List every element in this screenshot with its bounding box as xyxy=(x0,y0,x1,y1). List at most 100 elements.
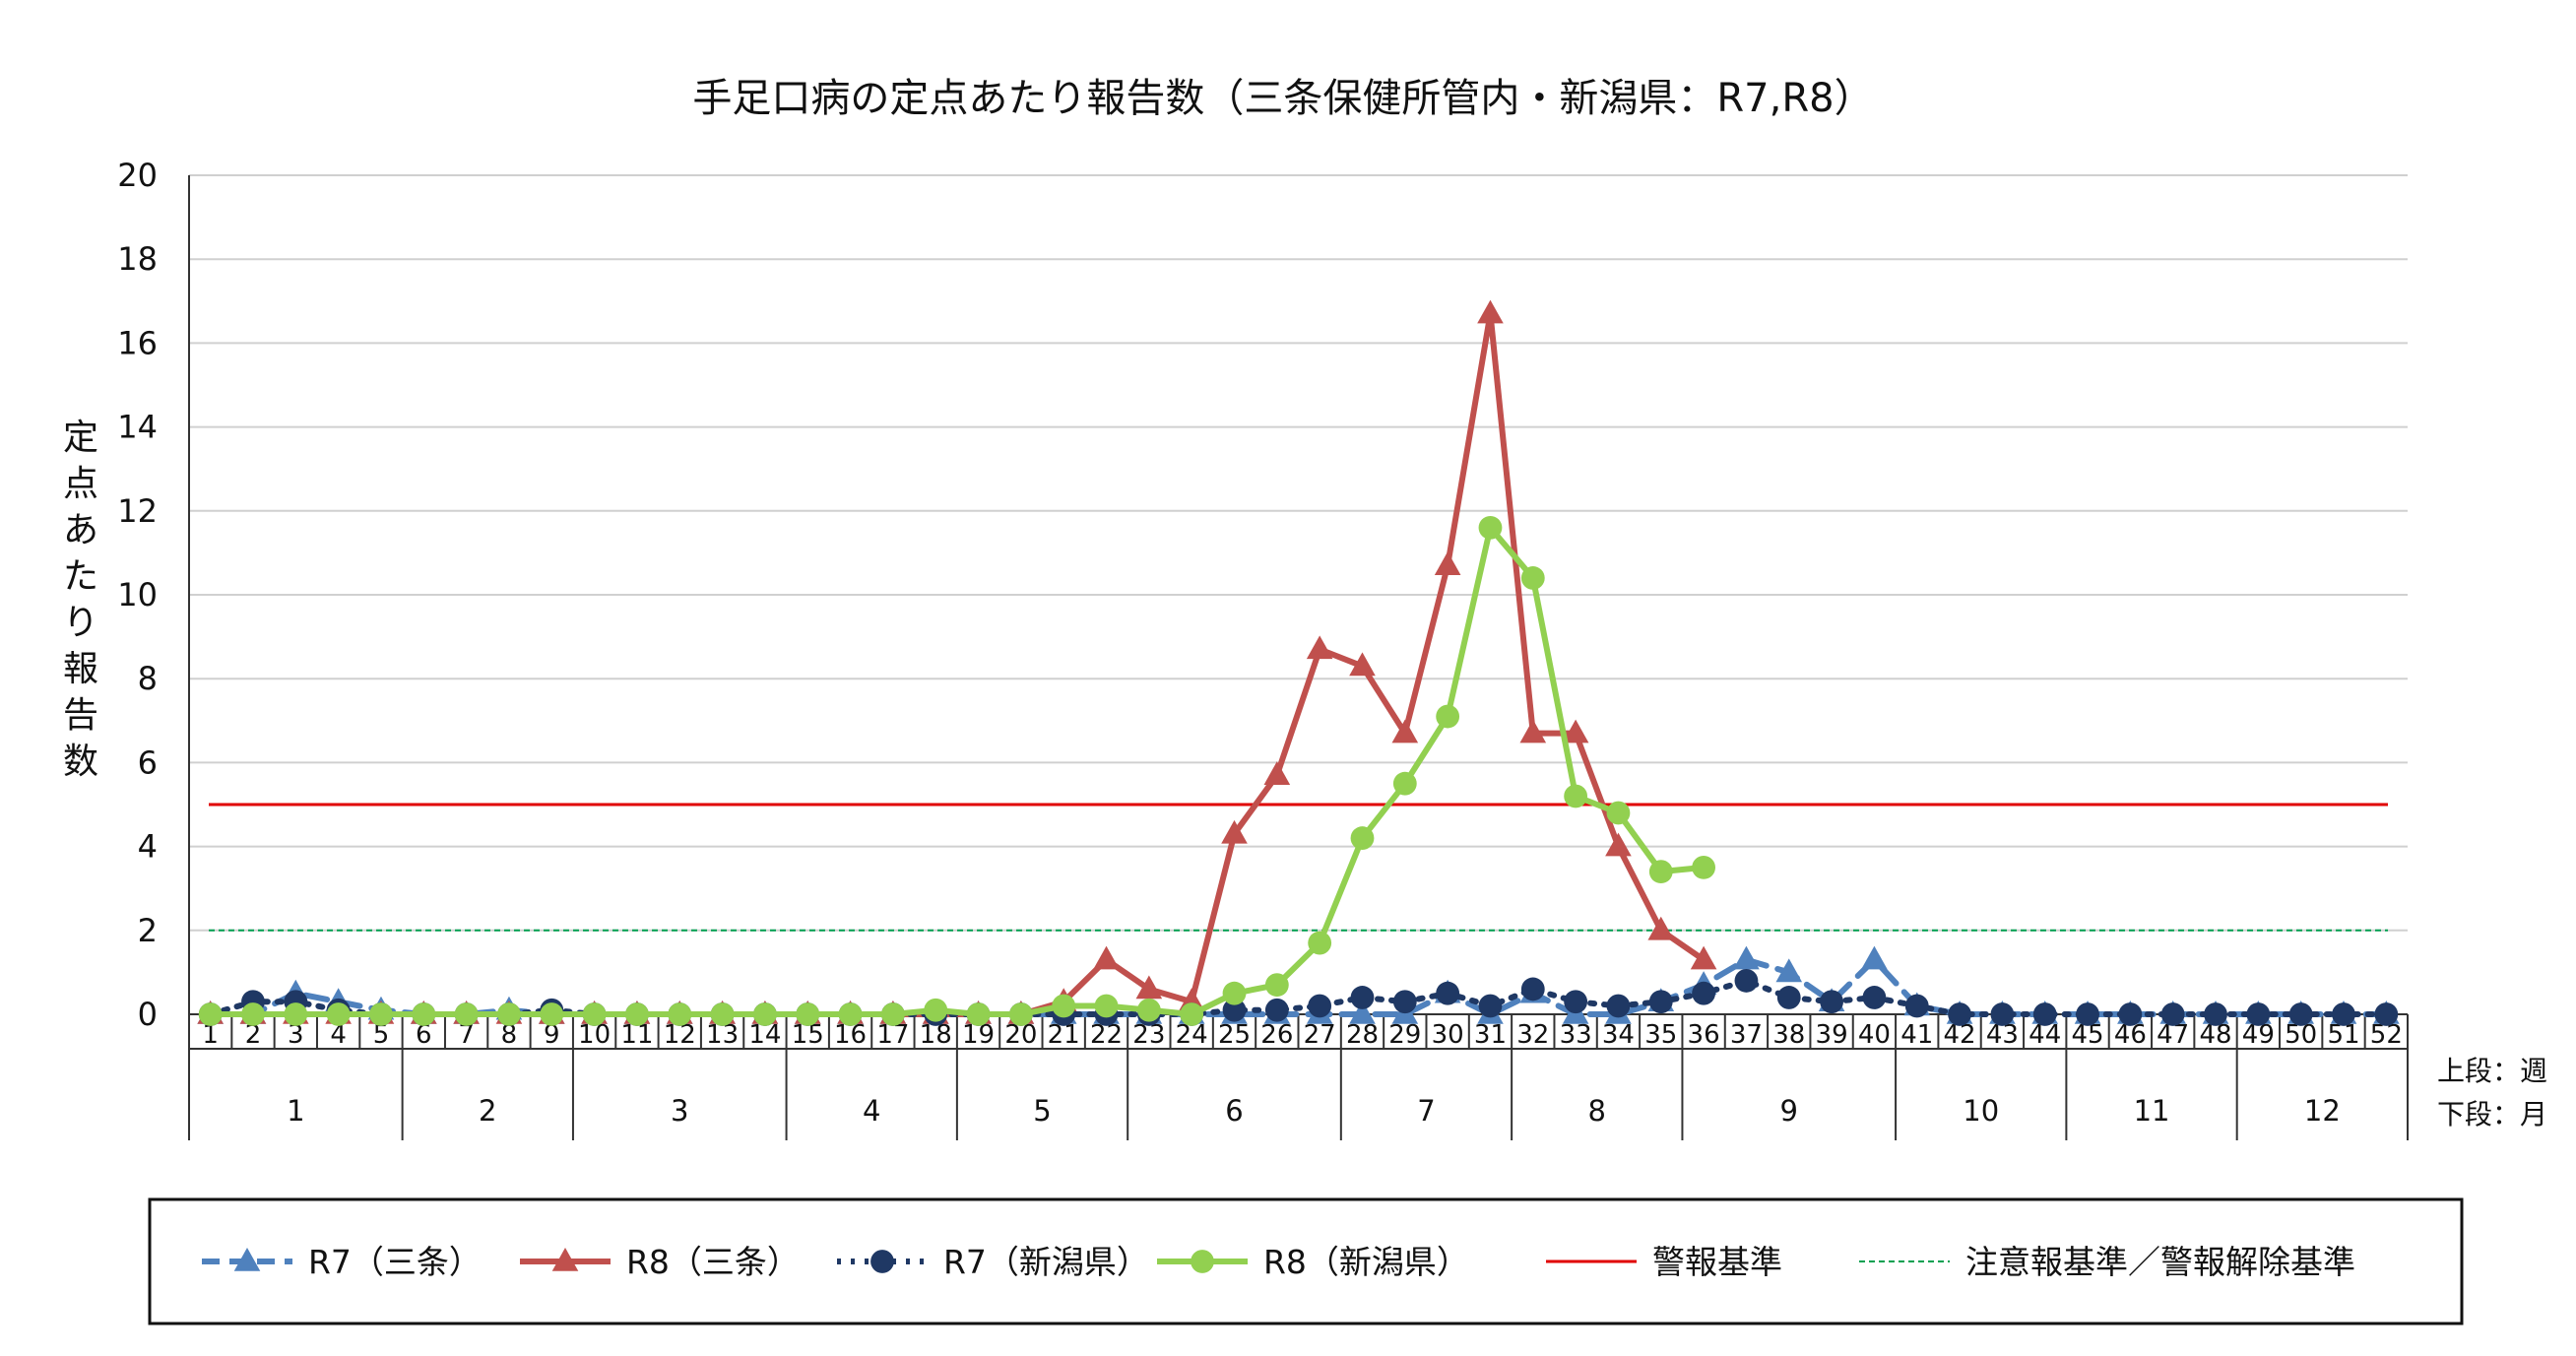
week-tick-label: 31 xyxy=(1474,1020,1507,1050)
data-point xyxy=(1391,719,1419,743)
month-label: 1 xyxy=(287,1094,304,1128)
week-tick-label: 26 xyxy=(1260,1020,1293,1050)
legend-label: R7（新潟県） xyxy=(943,1243,1149,1281)
month-label: 10 xyxy=(1963,1094,1999,1128)
data-point xyxy=(1690,945,1717,970)
legend: R7（三条） R8（三条） R7（新潟県） R8（新潟県） 警報基準 注意報基準／警報解除… xyxy=(148,1197,2464,1325)
data-point xyxy=(551,1248,579,1271)
data-point xyxy=(1350,826,1375,850)
data-point xyxy=(1904,994,1929,1018)
week-tick-label: 29 xyxy=(1388,1020,1421,1050)
week-tick-label: 32 xyxy=(1516,1020,1549,1050)
data-point xyxy=(412,1002,436,1026)
data-point xyxy=(1308,931,1332,955)
data-point xyxy=(1990,1002,2015,1026)
data-point xyxy=(1564,784,1588,808)
y-axis-label-char: 数 xyxy=(63,742,98,782)
y-axis-label-char: あ xyxy=(63,510,98,550)
chart-title: 手足口病の定点あたり報告数（三条保健所管内・新潟県：R7,R8） xyxy=(692,76,1873,121)
gridlines xyxy=(189,174,2408,932)
data-point xyxy=(1520,977,1545,1001)
data-point xyxy=(870,1250,894,1273)
data-point xyxy=(1264,973,1289,998)
data-point xyxy=(2332,1002,2355,1026)
week-tick-label: 9 xyxy=(544,1020,560,1050)
data-point xyxy=(1647,916,1675,940)
data-point xyxy=(924,998,948,1022)
data-point xyxy=(1948,1002,1971,1026)
month-label: 2 xyxy=(479,1094,496,1128)
data-point xyxy=(1136,998,1161,1022)
data-point xyxy=(1135,975,1163,1000)
data-point xyxy=(668,1002,692,1026)
data-point xyxy=(582,1002,607,1026)
data-point xyxy=(233,1248,261,1271)
data-point xyxy=(497,1002,521,1026)
data-point xyxy=(1434,551,1461,575)
data-point xyxy=(1520,566,1545,590)
week-tick-label: 25 xyxy=(1218,1020,1251,1050)
legend-label: R8（三条） xyxy=(626,1243,800,1281)
week-tick-label: 35 xyxy=(1644,1020,1677,1050)
y-tick-label: 10 xyxy=(117,576,158,613)
data-point xyxy=(198,1002,223,1026)
month-label: 11 xyxy=(2134,1094,2170,1128)
week-tick-label: 36 xyxy=(1688,1020,1720,1050)
data-point xyxy=(1776,986,1801,1009)
y-tick-label: 8 xyxy=(138,660,158,697)
data-point xyxy=(1221,819,1248,844)
reference-lines xyxy=(209,803,2388,932)
data-point xyxy=(1733,945,1760,970)
y-tick-label: 0 xyxy=(138,996,158,1033)
series-line xyxy=(207,310,1707,1017)
axis-side-labels: 上段：週下段：月 xyxy=(2437,1055,2547,1130)
data-point xyxy=(1436,704,1460,729)
data-point xyxy=(966,1002,991,1026)
week-tick-label: 30 xyxy=(1432,1020,1464,1050)
y-tick-label: 6 xyxy=(138,743,158,781)
data-point xyxy=(1392,771,1417,796)
data-point xyxy=(1861,945,1888,970)
data-point xyxy=(1392,990,1417,1014)
legend-label: R8（新潟県） xyxy=(1263,1243,1469,1281)
week-tick-label: 28 xyxy=(1346,1020,1379,1050)
data-point xyxy=(2204,1002,2227,1026)
data-point xyxy=(1308,994,1332,1018)
week-tick-label: 7 xyxy=(458,1020,475,1050)
data-point xyxy=(1008,1002,1033,1026)
data-point xyxy=(710,1002,735,1026)
data-point xyxy=(753,1002,777,1026)
data-point xyxy=(880,1002,905,1026)
data-point xyxy=(326,1002,351,1026)
data-point xyxy=(1349,652,1376,677)
data-point xyxy=(1734,969,1759,993)
data-point xyxy=(540,1002,564,1026)
data-point xyxy=(1562,719,1589,743)
week-tick-label: 3 xyxy=(288,1020,304,1050)
data-point xyxy=(1436,981,1460,1005)
side-label-month: 下段：月 xyxy=(2437,1098,2547,1130)
week-tick-label: 27 xyxy=(1304,1020,1336,1050)
data-point xyxy=(1477,299,1504,324)
data-point xyxy=(2160,1002,2185,1026)
month-label: 8 xyxy=(1588,1094,1606,1128)
month-label: 3 xyxy=(671,1094,688,1128)
week-tick-label: 34 xyxy=(1602,1020,1635,1050)
data-point xyxy=(1306,635,1333,660)
week-tick-label: 41 xyxy=(1900,1020,1933,1050)
data-point xyxy=(796,1002,820,1026)
series-2 xyxy=(197,299,1717,1024)
data-point xyxy=(454,1002,479,1026)
data-point xyxy=(1094,994,1119,1018)
side-label-week: 上段：週 xyxy=(2437,1055,2547,1087)
data-point xyxy=(2032,1002,2057,1026)
data-point xyxy=(2076,1002,2099,1026)
week-tick-label: 38 xyxy=(1772,1020,1805,1050)
data-point xyxy=(1180,1002,1204,1026)
data-point xyxy=(1862,986,1887,1009)
data-point xyxy=(1478,515,1503,540)
data-point xyxy=(1820,990,1843,1014)
y-tick-label: 14 xyxy=(117,409,158,446)
data-point xyxy=(1349,1001,1376,1024)
y-axis-label-char: た xyxy=(63,556,98,597)
